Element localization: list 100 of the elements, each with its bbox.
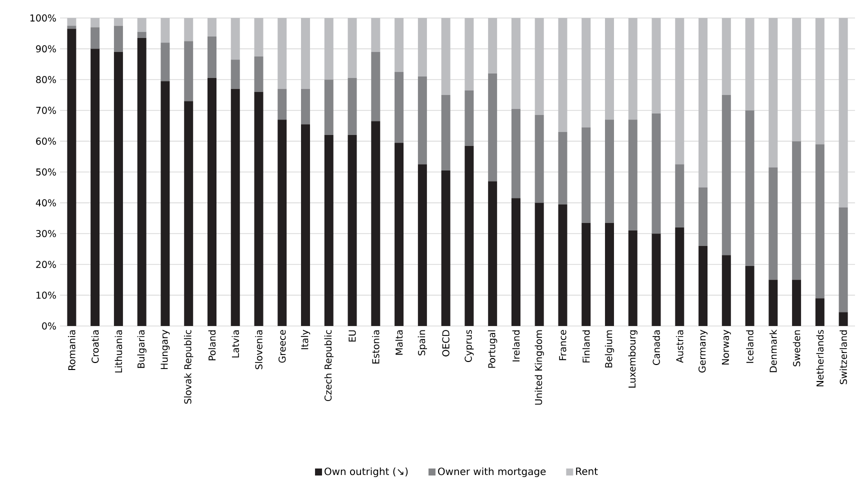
x-tick-label: Estonia bbox=[372, 330, 380, 364]
bar bbox=[441, 170, 450, 326]
bar bbox=[722, 255, 731, 326]
x-tick-label: Netherlands bbox=[816, 330, 824, 386]
x-tick-label: Luxembourg bbox=[628, 330, 638, 388]
x-tick-label: Germany bbox=[698, 330, 708, 372]
bar bbox=[90, 27, 100, 49]
x-tick-label: Denmark bbox=[770, 330, 777, 372]
bar bbox=[838, 207, 848, 312]
bar bbox=[464, 18, 474, 90]
bar bbox=[254, 18, 264, 56]
bar bbox=[745, 266, 754, 326]
bar bbox=[534, 115, 544, 203]
bar bbox=[838, 312, 848, 326]
bar bbox=[90, 48, 100, 326]
y-tick-label: 80% bbox=[36, 76, 56, 84]
bar bbox=[582, 127, 591, 223]
x-tick-label: Slovak Republic bbox=[184, 330, 194, 404]
bar bbox=[722, 94, 731, 256]
bar bbox=[582, 18, 591, 128]
y-tick-label: 90% bbox=[36, 45, 56, 52]
x-tick-label: Cyprus bbox=[464, 330, 474, 362]
y-tick-label: 100% bbox=[30, 14, 56, 22]
bar bbox=[792, 141, 802, 280]
bar bbox=[838, 18, 848, 208]
bar bbox=[792, 18, 802, 142]
x-tick-label: Italy bbox=[300, 330, 310, 350]
y-tick-label: 60% bbox=[36, 138, 56, 145]
legend-label: Rent bbox=[576, 468, 598, 476]
bar bbox=[418, 76, 427, 164]
bar bbox=[511, 18, 520, 109]
bar bbox=[160, 18, 170, 43]
x-tick-label: Poland bbox=[208, 330, 216, 360]
bar bbox=[488, 73, 498, 182]
bar bbox=[278, 18, 287, 89]
bar bbox=[137, 38, 146, 326]
bar bbox=[348, 78, 357, 136]
bar bbox=[67, 18, 76, 26]
y-tick-label: 0% bbox=[42, 322, 56, 330]
y-tick-label: 30% bbox=[36, 230, 56, 238]
bar bbox=[652, 18, 661, 114]
bar bbox=[768, 280, 778, 326]
bar bbox=[184, 41, 194, 102]
bar bbox=[301, 88, 310, 124]
x-tick-label: Austria bbox=[676, 330, 684, 363]
x-tick-label: Romania bbox=[68, 330, 76, 370]
bar bbox=[558, 204, 568, 326]
bar bbox=[511, 198, 520, 326]
bar bbox=[324, 135, 334, 326]
bar bbox=[768, 167, 778, 280]
x-tick-label: France bbox=[559, 330, 566, 360]
x-tick-label: Croatia bbox=[91, 330, 99, 364]
bar bbox=[394, 142, 404, 326]
x-tick-label: Ireland bbox=[512, 330, 520, 362]
x-tick-label: United Kingdom bbox=[534, 330, 544, 405]
bar bbox=[90, 18, 100, 28]
bar bbox=[628, 18, 638, 120]
bar bbox=[230, 60, 240, 89]
y-tick-label: 20% bbox=[36, 260, 56, 268]
bar bbox=[230, 18, 240, 60]
bar bbox=[815, 298, 824, 326]
bar bbox=[371, 121, 380, 326]
bar bbox=[582, 222, 591, 326]
bar bbox=[230, 88, 240, 326]
bar bbox=[301, 124, 310, 326]
bar bbox=[418, 18, 427, 77]
bar bbox=[652, 234, 661, 326]
bar bbox=[207, 18, 216, 36]
bar bbox=[324, 18, 334, 80]
x-tick-label: Latvia bbox=[232, 330, 240, 358]
y-tick-label: 10% bbox=[36, 292, 56, 299]
bar bbox=[558, 132, 568, 204]
x-tick-label: Iceland bbox=[746, 330, 754, 363]
bar bbox=[628, 230, 638, 326]
bar bbox=[815, 18, 824, 144]
bar bbox=[137, 18, 146, 32]
bar bbox=[441, 94, 450, 170]
bar bbox=[675, 227, 684, 326]
bar bbox=[137, 32, 146, 38]
x-tick-label: Hungary bbox=[160, 330, 170, 370]
bar bbox=[534, 18, 544, 116]
x-tick-label: Czech Republic bbox=[324, 330, 334, 402]
bar bbox=[675, 18, 684, 164]
y-tick-label: 50% bbox=[36, 168, 56, 176]
bar bbox=[464, 146, 474, 326]
x-tick-label: Slovenia bbox=[255, 330, 262, 370]
bar bbox=[652, 113, 661, 234]
bar bbox=[278, 88, 287, 120]
bar bbox=[324, 80, 334, 136]
bar bbox=[792, 280, 802, 326]
bar bbox=[558, 18, 568, 132]
bar bbox=[698, 246, 708, 326]
x-tick-label: Sweden bbox=[792, 330, 800, 366]
bar bbox=[348, 18, 357, 78]
bar bbox=[371, 52, 380, 122]
x-tick-label: Malta bbox=[395, 330, 403, 355]
bar bbox=[722, 18, 731, 95]
x-tick-label: Spain bbox=[418, 330, 428, 356]
bar bbox=[254, 56, 264, 92]
bar bbox=[698, 18, 708, 188]
